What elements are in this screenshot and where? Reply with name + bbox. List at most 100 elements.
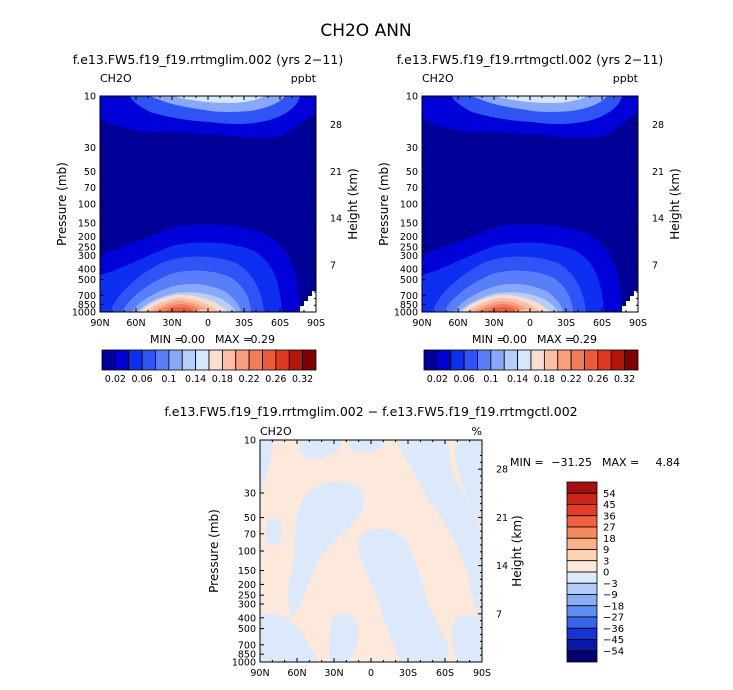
- left-units-label: ppbt: [291, 72, 317, 85]
- difference-xtick-label: 90S: [473, 668, 491, 679]
- difference-xtick-label: 60N: [287, 668, 306, 679]
- right-colorbar-label: 0.26: [587, 374, 608, 385]
- right-ytick-label: 850: [400, 300, 418, 311]
- difference-colorbar-swatch: [566, 549, 598, 562]
- left-max-value: 0.29: [251, 333, 276, 346]
- difference-colorbar-swatch: [566, 515, 598, 528]
- left-ylabel: Pressure (mb): [55, 162, 69, 246]
- left-xtick-label: 30N: [162, 318, 181, 329]
- difference-ytick-right-label: 21: [496, 513, 508, 524]
- left-colorbar-swatch: [262, 349, 277, 371]
- difference-colorbar-label: 36: [603, 511, 616, 522]
- difference-axes: 90N 60N 30N 0 30S 60S 90S 10 30 50 70 100 150 2002503…: [232, 436, 508, 680]
- right-min-value: 0.00: [503, 333, 528, 346]
- difference-ytick-label: 400: [238, 613, 256, 624]
- left-min-label: MIN =: [150, 333, 184, 346]
- difference-max-label: MAX =: [602, 456, 639, 469]
- difference-colorbar-swatch: [566, 616, 598, 629]
- left-axes: 90N 60N 30N 0 30S 60S 90S 10 30 50 70 100 150 2002503…: [72, 92, 342, 330]
- left-colorbar-swatch: [114, 349, 130, 371]
- right-surface-mask: [622, 291, 638, 312]
- left-ytick-right-label: 14: [330, 214, 342, 225]
- right-ytick-label: 70: [406, 183, 418, 194]
- difference-xtick-label: 60S: [436, 668, 454, 679]
- difference-ytick-right-label: 28: [496, 465, 508, 476]
- right-xtick-label: 0: [527, 318, 533, 329]
- left-xtick-label: 60S: [271, 318, 289, 329]
- right-ytick-label: 10: [406, 92, 418, 103]
- difference-colorbar-label: −45: [603, 635, 624, 646]
- right-panel-title: f.e13.FW5.f19_f19.rrtmgctl.002 (yrs 2−11…: [397, 52, 664, 67]
- right-colorbar-label: 0.1: [483, 374, 498, 385]
- right-contour-field: [422, 96, 638, 312]
- diff-neg-region-2: [298, 440, 342, 460]
- difference-ytick-right-label: 14: [496, 561, 508, 572]
- left-colorbar-label: 0.22: [239, 374, 260, 385]
- right-colorbar-label: 0.18: [534, 374, 555, 385]
- right-axes: 90N 60N 30N 0 30S 60S 90S 10 30 50 70 100 150 2002503…: [394, 92, 664, 330]
- right-colorbar-swatch: [610, 349, 626, 371]
- right-colorbar-swatch: [624, 349, 639, 371]
- difference-ytick-label: 250: [238, 591, 256, 602]
- diff-neg-region-6: [287, 481, 365, 618]
- difference-xtick-label: 0: [368, 668, 374, 679]
- left-colorbar-swatch: [195, 349, 210, 371]
- right-ytick-label: 200: [400, 232, 418, 243]
- left-ytick-label: 500: [78, 275, 96, 286]
- right-colorbar-swatch: [503, 349, 519, 371]
- left-min-value: 0.00: [181, 333, 206, 346]
- difference-min-label: MIN =: [510, 456, 544, 469]
- right-ylabel-right: Height (km): [668, 168, 682, 239]
- difference-colorbar-swatch: [566, 481, 598, 494]
- right-ytick-right-label: 14: [652, 214, 664, 225]
- difference-variable-label: CH2O: [260, 425, 292, 438]
- difference-colorbar-label: 45: [603, 500, 616, 511]
- left-ytick-right-label: 28: [330, 120, 342, 131]
- right-ytick-label: 50: [406, 167, 418, 178]
- right-ytick-right-label: 28: [652, 120, 664, 131]
- difference-ylabel-right: Height (km): [510, 515, 524, 586]
- difference-colorbar-swatch: [566, 582, 598, 595]
- difference-colorbar-label: −54: [603, 646, 624, 657]
- left-contour-field: [100, 96, 316, 312]
- left-xtick-label: 90N: [90, 318, 109, 329]
- right-variable-label: CH2O: [422, 72, 454, 85]
- right-ytick-label: 300: [400, 251, 418, 262]
- right-units-label: ppbt: [613, 72, 639, 85]
- right-ytick-label: 30: [406, 143, 418, 154]
- left-colorbar-swatch: [181, 349, 197, 371]
- diff-neg-region-4: [399, 440, 482, 625]
- diff-neg-region-7: [358, 528, 449, 662]
- right-ytick-label: 500: [400, 275, 418, 286]
- left-panel-title: f.e13.FW5.f19_f19.rrtmglim.002 (yrs 2−11…: [73, 52, 343, 67]
- right-xtick-label: 60N: [448, 318, 467, 329]
- difference-ytick-label: 30: [244, 488, 256, 499]
- left-ytick-label: 400: [78, 265, 96, 276]
- left-ytick-label: 1000: [72, 308, 96, 319]
- diff-neg-region-9: [328, 613, 359, 662]
- left-xtick-label: 30S: [235, 318, 253, 329]
- difference-ytick-label: 200: [238, 580, 256, 591]
- left-ytick-label: 70: [84, 183, 96, 194]
- diff-neg-region-3: [348, 440, 385, 453]
- difference-colorbar-swatch: [566, 537, 598, 550]
- right-colorbar-swatch: [530, 349, 545, 371]
- left-colorbar-label: 0.1: [161, 374, 176, 385]
- difference-ytick-label: 50: [244, 513, 256, 524]
- left-colorbar-swatch: [155, 349, 170, 371]
- difference-colorbar-label: −27: [603, 613, 624, 624]
- difference-colorbar-label: 0: [603, 568, 609, 579]
- difference-ytick-label: 150: [238, 566, 256, 577]
- left-xtick-label: 60N: [126, 318, 145, 329]
- right-colorbar-label: 0.32: [614, 374, 635, 385]
- left-colorbar-swatch: [128, 349, 143, 371]
- right-colorbar-swatch: [570, 349, 585, 371]
- diff-neg-region-11: [265, 518, 282, 546]
- left-colorbar-swatch: [208, 349, 223, 371]
- left-contour-upper-4: [175, 96, 265, 103]
- left-colorbar-label: 0.14: [185, 374, 206, 385]
- difference-colorbar-label: 54: [603, 489, 616, 500]
- left-surface-mask: [300, 291, 316, 312]
- right-xtick-label: 30S: [557, 318, 575, 329]
- left-colorbar-label: 0.02: [105, 374, 126, 385]
